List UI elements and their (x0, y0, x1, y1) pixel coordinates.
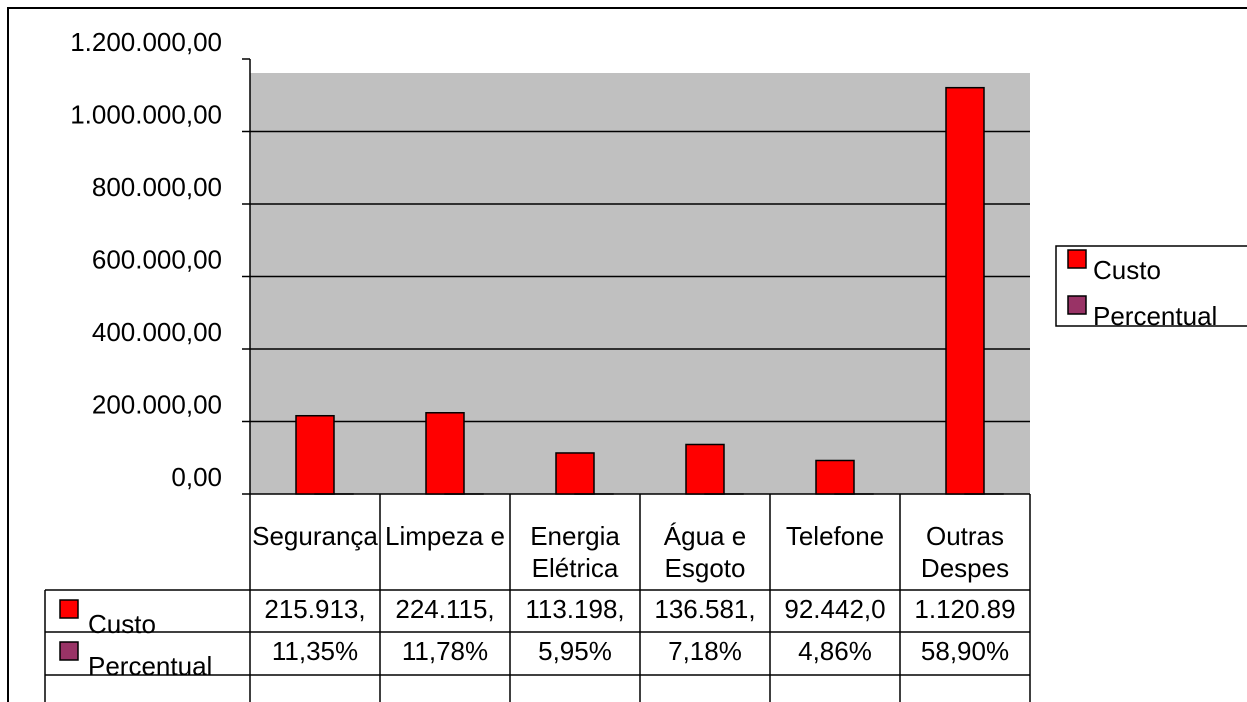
y-tick-label: 400.000,00 (92, 317, 222, 347)
legend-key (1067, 249, 1087, 269)
x-tick-label: Energia Elétrica (530, 521, 620, 583)
data-table-cell: 7,18% (668, 636, 742, 666)
data-table-cell: 4,86% (798, 636, 872, 666)
x-tick-label: Telefone (785, 521, 885, 551)
bar (295, 414, 335, 495)
table-legend-key (59, 641, 79, 661)
legend-box (1055, 245, 1247, 327)
data-table-cell: 113.198, (525, 594, 624, 624)
legend-key (1067, 295, 1087, 315)
bar (815, 459, 855, 495)
y-tick-label: 800.000,00 (92, 172, 222, 202)
y-tick-label: 600.000,00 (92, 244, 222, 274)
plot-area (250, 73, 1030, 494)
x-tick-label: Limpeza e (385, 521, 505, 551)
x-tick-label: Outras Despes (920, 521, 1010, 583)
table-row-label: Custo (88, 609, 156, 639)
data-table-cell: 1.120.89 (914, 594, 1015, 624)
bar (555, 452, 595, 495)
data-table-cell: 224.115, (395, 594, 494, 624)
bar (425, 412, 465, 495)
y-tick-label: 1.000.000,00 (70, 99, 222, 129)
data-table-cell: 215.913, (264, 594, 365, 624)
legend-label: Custo (1093, 255, 1161, 285)
y-tick-label: 1.200.000,00 (70, 27, 222, 57)
data-table-cell: 58,90% (921, 636, 1009, 666)
data-table-cell: 136.581, (654, 594, 755, 624)
data-table-cell: 92.442,0 (784, 594, 885, 624)
legend-label: Percentual (1093, 301, 1217, 331)
table-legend-key (59, 599, 79, 619)
x-tick-label: Água e Esgoto (663, 521, 747, 583)
data-table-cell: 11,35% (272, 636, 358, 666)
table-row-label: Percentual (88, 651, 212, 681)
y-tick-label: 200.000,00 (92, 389, 222, 419)
y-tick-label: 0,00 (171, 462, 222, 492)
data-table-cell: 11,78% (402, 636, 488, 666)
bar (685, 443, 725, 495)
bar (945, 86, 985, 495)
data-table-cell: 5,95% (538, 636, 612, 666)
x-tick-label: Segurança (252, 521, 378, 551)
